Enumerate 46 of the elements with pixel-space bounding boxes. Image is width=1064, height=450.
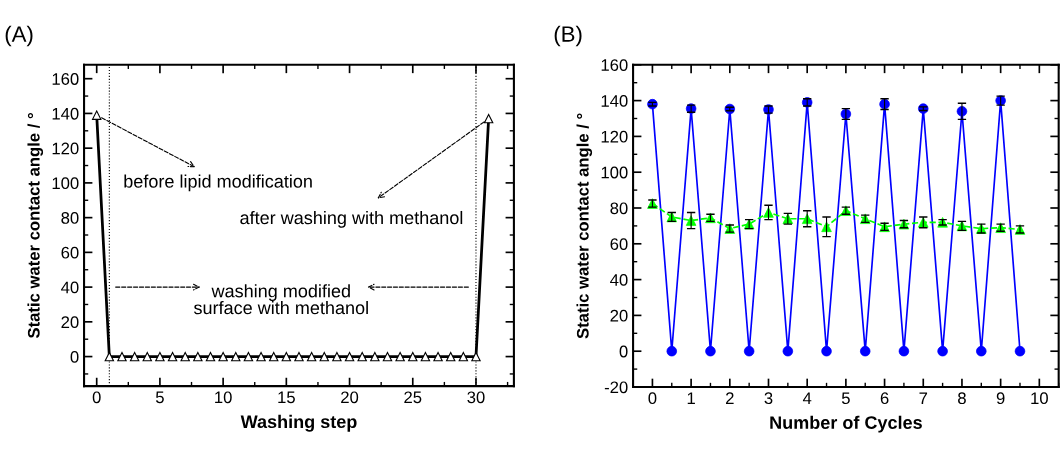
x-tick-label: 6: [880, 392, 889, 405]
y-tick-label: 120: [601, 130, 628, 143]
y-tick-label: 80: [610, 202, 628, 215]
y-tick-label: 40: [610, 274, 628, 286]
x-tick-label: 10: [215, 391, 232, 404]
y-axis-title: Static water contact angle / °: [27, 113, 44, 339]
x-tick-label: 1: [687, 392, 695, 404]
x-tick-label: 0: [92, 391, 101, 404]
y-tick-label: 80: [61, 212, 79, 224]
y-tick-label: 20: [61, 316, 79, 329]
y-tick-label: 60: [61, 246, 79, 259]
x-tick-label: 8: [958, 392, 966, 405]
y-tick-label: 160: [52, 73, 79, 85]
chart-title: (B): [554, 25, 582, 47]
y-tick-label: 140: [601, 95, 628, 107]
y-tick-label: -20: [604, 381, 628, 394]
x-tick-label: 2: [726, 392, 734, 404]
x-tick-label: 5: [155, 391, 164, 404]
y-axis-title: Static water contact angle / °: [576, 113, 593, 339]
annotation: washing modified surface with methanol: [193, 284, 368, 315]
y-tick-label: 160: [601, 59, 628, 71]
x-tick-label: 0: [648, 392, 657, 405]
x-axis-title: Number of Cycles: [770, 415, 922, 433]
y-tick-label: 20: [610, 309, 628, 322]
y-tick-label: 100: [601, 166, 628, 179]
x-tick-label: 5: [841, 392, 850, 405]
y-tick-label: 60: [610, 238, 628, 250]
x-tick-label: 9: [996, 392, 1005, 405]
x-tick-label: 10: [1031, 392, 1048, 405]
x-tick-label: 20: [341, 391, 359, 404]
x-tick-label: 25: [404, 391, 422, 404]
x-axis-title: Washing step: [240, 414, 357, 432]
chart-title: (A): [5, 25, 33, 47]
annotation: before lipid modification: [124, 174, 312, 192]
x-tick-label: 30: [467, 391, 485, 404]
x-tick-label: 4: [802, 392, 812, 404]
y-tick-label: 100: [52, 177, 79, 190]
x-tick-label: 15: [278, 391, 295, 404]
y-tick-label: 0: [70, 350, 79, 363]
y-tick-label: 0: [619, 345, 628, 358]
x-tick-label: 3: [764, 392, 773, 405]
y-tick-label: 120: [52, 142, 79, 155]
y-tick-label: 140: [52, 107, 79, 120]
x-tick-label: 7: [919, 392, 928, 404]
y-tick-label: 40: [61, 281, 79, 294]
annotation: after washing with methanol: [240, 210, 463, 228]
